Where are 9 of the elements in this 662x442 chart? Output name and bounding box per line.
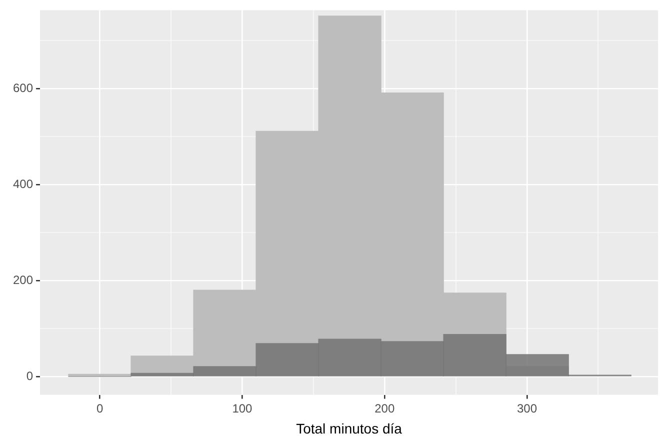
y-tick-label: 200 [12, 272, 34, 287]
x-tick-label: 0 [96, 401, 104, 416]
y-tick-label: 0 [26, 368, 34, 383]
y-tick-label: 600 [12, 80, 34, 95]
x-tick-label: 300 [516, 401, 538, 416]
x-tick-label: 200 [374, 401, 395, 416]
x-axis-title: Total minutos día [296, 420, 402, 436]
x-tick-label: 100 [232, 401, 253, 416]
y-tick-label: 400 [12, 176, 34, 191]
